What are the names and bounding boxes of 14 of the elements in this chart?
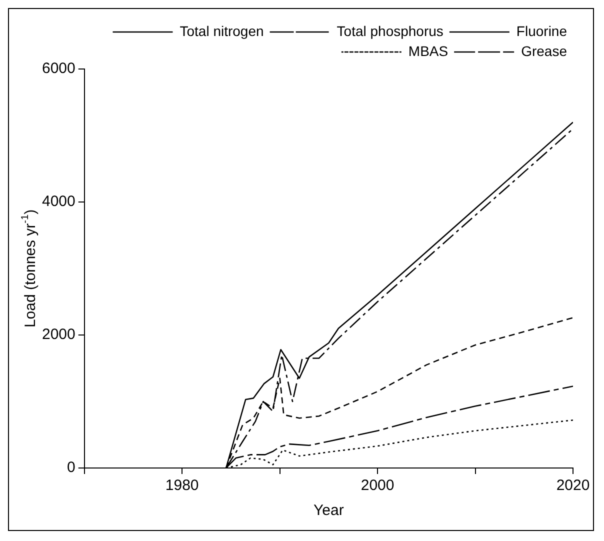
legend-label: Fluorine — [516, 22, 568, 39]
legend-label: Total phosphorus — [336, 22, 444, 39]
legend-label: MBAS — [408, 42, 448, 59]
y-tick-label: 2000 — [42, 326, 76, 344]
x-axis-title: Year — [314, 502, 344, 520]
y-tick-label: 0 — [67, 459, 76, 476]
x-tick-label: 2000 — [360, 477, 394, 494]
legend-label: Total nitrogen — [180, 22, 264, 39]
legend-label: Grease — [521, 42, 568, 59]
y-tick-label: 4000 — [42, 193, 76, 210]
x-tick-label: 1980 — [165, 477, 199, 494]
y-tick-label: 6000 — [42, 60, 76, 78]
y-axis-title: Load (tonnes yr-1) — [20, 209, 40, 328]
x-tick-label: 2020 — [556, 477, 590, 494]
